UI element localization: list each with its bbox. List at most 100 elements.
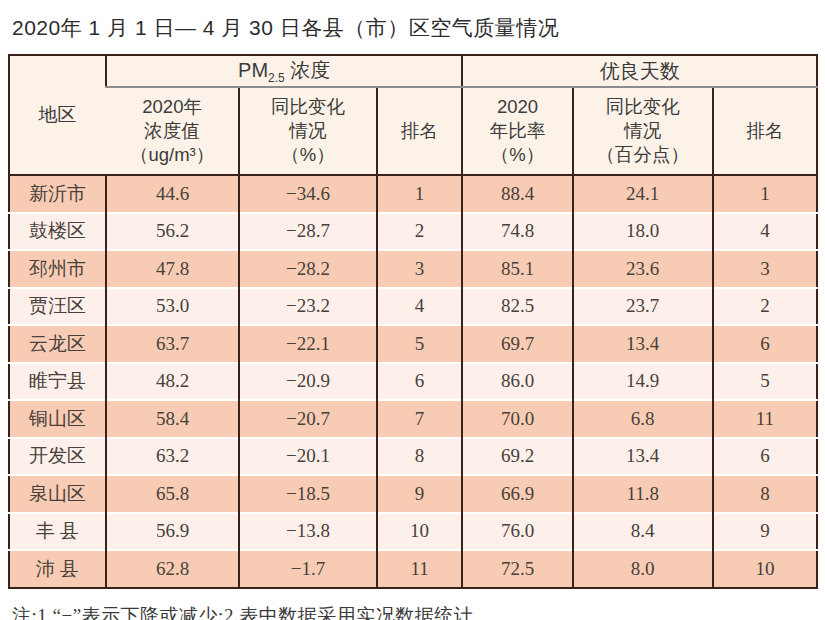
- cell-days-rate: 69.7: [462, 325, 572, 363]
- table-row: 邳州市 47.8 −28.2 3 85.1 23.6 3: [9, 250, 817, 288]
- table-row: 贾汪区 53.0 −23.2 4 82.5 23.7 2: [9, 288, 817, 326]
- cell-days-rank: 9: [713, 513, 817, 551]
- cell-pm-change: −28.7: [239, 213, 376, 251]
- cell-days-rank: 8: [713, 475, 817, 513]
- cell-days-rank: 1: [713, 175, 817, 213]
- cell-pm-value: 63.7: [106, 325, 239, 363]
- cell-region: 沛 县: [9, 550, 106, 588]
- cell-pm-change: −20.7: [239, 400, 376, 438]
- cell-days-rate: 69.2: [462, 438, 572, 476]
- table-row: 鼓楼区 56.2 −28.7 2 74.8 18.0 4: [9, 213, 817, 251]
- cell-region: 贾汪区: [9, 288, 106, 326]
- cell-days-rank: 5: [713, 363, 817, 401]
- cell-days-rate: 88.4: [462, 175, 572, 213]
- cell-days-change: 18.0: [573, 213, 713, 251]
- cell-pm-rank: 4: [377, 288, 463, 326]
- header-days-rate: 2020 年比率 （%）: [462, 87, 572, 175]
- cell-days-change: 23.6: [573, 250, 713, 288]
- cell-days-rate: 76.0: [462, 513, 572, 551]
- cell-region: 睢宁县: [9, 363, 106, 401]
- pm25-subscript: 2.5: [268, 71, 285, 85]
- cell-pm-value: 63.2: [106, 438, 239, 476]
- cell-pm-value: 62.8: [106, 550, 239, 588]
- cell-pm-rank: 2: [377, 213, 463, 251]
- table-row: 铜山区 58.4 −20.7 7 70.0 6.8 11: [9, 400, 817, 438]
- cell-pm-rank: 7: [377, 400, 463, 438]
- cell-days-rank: 6: [713, 325, 817, 363]
- cell-days-change: 11.8: [573, 475, 713, 513]
- cell-days-rank: 2: [713, 288, 817, 326]
- cell-pm-value: 53.0: [106, 288, 239, 326]
- cell-region: 铜山区: [9, 400, 106, 438]
- footnote: 注:1.“−”表示下降或减少;2.表中数据采用实况数据统计。: [12, 603, 825, 620]
- cell-pm-rank: 10: [377, 513, 463, 551]
- cell-pm-value: 58.4: [106, 400, 239, 438]
- cell-pm-value: 56.9: [106, 513, 239, 551]
- cell-days-rate: 85.1: [462, 250, 572, 288]
- cell-pm-change: −20.9: [239, 363, 376, 401]
- table-row: 沛 县 62.8 −1.7 11 72.5 8.0 10: [9, 550, 817, 588]
- cell-days-rate: 70.0: [462, 400, 572, 438]
- cell-region: 丰 县: [9, 513, 106, 551]
- cell-days-rank: 10: [713, 550, 817, 588]
- cell-pm-change: −34.6: [239, 175, 376, 213]
- table-row: 开发区 63.2 −20.1 8 69.2 13.4 6: [9, 438, 817, 476]
- cell-days-change: 24.1: [573, 175, 713, 213]
- table-row: 新沂市 44.6 −34.6 1 88.4 24.1 1: [9, 175, 817, 213]
- cell-days-rank: 11: [713, 400, 817, 438]
- cell-pm-change: −20.1: [239, 438, 376, 476]
- cell-pm-rank: 11: [377, 550, 463, 588]
- header-days-change: 同比变化 情况 （百分点）: [573, 87, 713, 175]
- cell-days-change: 8.4: [573, 513, 713, 551]
- cell-days-change: 8.0: [573, 550, 713, 588]
- cell-days-change: 13.4: [573, 438, 713, 476]
- table-row: 泉山区 65.8 −18.5 9 66.9 11.8 8: [9, 475, 817, 513]
- header-sub-row: 2020年 浓度值 （ug/m³） 同比变化 情况 （%） 排名 2020 年比…: [9, 87, 817, 175]
- cell-days-change: 6.8: [573, 400, 713, 438]
- header-group-row: 地区 PM2.5 浓度 优良天数: [9, 55, 817, 87]
- cell-days-rank: 6: [713, 438, 817, 476]
- cell-pm-rank: 5: [377, 325, 463, 363]
- cell-pm-value: 48.2: [106, 363, 239, 401]
- cell-days-change: 23.7: [573, 288, 713, 326]
- cell-region: 鼓楼区: [9, 213, 106, 251]
- page: 2020年 1 月 1 日— 4 月 30 日各县（市）区空气质量情况 地区 P…: [0, 0, 825, 620]
- header-days-group: 优良天数: [462, 55, 817, 87]
- header-pm-value: 2020年 浓度值 （ug/m³）: [106, 87, 239, 175]
- table-row: 云龙区 63.7 −22.1 5 69.7 13.4 6: [9, 325, 817, 363]
- cell-days-rank: 3: [713, 250, 817, 288]
- table-row: 丰 县 56.9 −13.8 10 76.0 8.4 9: [9, 513, 817, 551]
- header-pm25-group: PM2.5 浓度: [106, 55, 463, 87]
- header-pm-rank: 排名: [377, 87, 463, 175]
- header-region: 地区: [9, 55, 106, 175]
- pm25-base: PM: [238, 59, 268, 81]
- header-pm-change: 同比变化 情况 （%）: [239, 87, 376, 175]
- header-days-rank: 排名: [713, 87, 817, 175]
- cell-pm-value: 44.6: [106, 175, 239, 213]
- table-row: 睢宁县 48.2 −20.9 6 86.0 14.9 5: [9, 363, 817, 401]
- cell-pm-change: −18.5: [239, 475, 376, 513]
- cell-pm-value: 47.8: [106, 250, 239, 288]
- cell-region: 开发区: [9, 438, 106, 476]
- cell-days-rate: 82.5: [462, 288, 572, 326]
- cell-days-rate: 72.5: [462, 550, 572, 588]
- cell-pm-change: −28.2: [239, 250, 376, 288]
- cell-days-rate: 74.8: [462, 213, 572, 251]
- cell-days-change: 13.4: [573, 325, 713, 363]
- cell-pm-rank: 1: [377, 175, 463, 213]
- cell-days-rate: 66.9: [462, 475, 572, 513]
- cell-pm-rank: 8: [377, 438, 463, 476]
- cell-pm-rank: 9: [377, 475, 463, 513]
- cell-pm-value: 56.2: [106, 213, 239, 251]
- cell-pm-change: −23.2: [239, 288, 376, 326]
- cell-pm-rank: 6: [377, 363, 463, 401]
- cell-pm-rank: 3: [377, 250, 463, 288]
- pm25-rest: 浓度: [285, 59, 331, 81]
- cell-region: 新沂市: [9, 175, 106, 213]
- cell-pm-change: −1.7: [239, 550, 376, 588]
- cell-pm-value: 65.8: [106, 475, 239, 513]
- cell-pm-change: −22.1: [239, 325, 376, 363]
- cell-region: 泉山区: [9, 475, 106, 513]
- page-title: 2020年 1 月 1 日— 4 月 30 日各县（市）区空气质量情况: [12, 14, 825, 42]
- cell-days-rate: 86.0: [462, 363, 572, 401]
